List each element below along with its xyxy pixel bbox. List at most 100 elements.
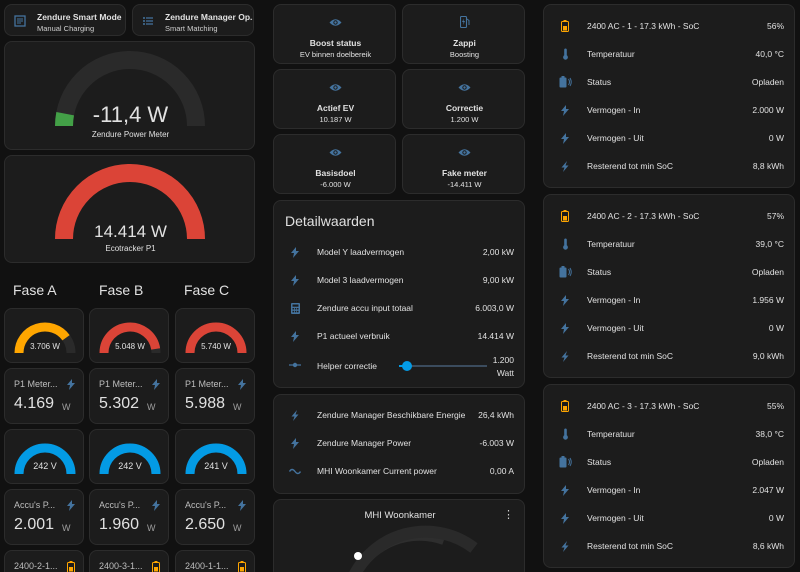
status-tile-actief-ev[interactable]: Actief EV 10.187 W xyxy=(273,69,396,129)
row-label: Helper correctie xyxy=(317,361,377,371)
lightning-icon xyxy=(558,350,572,362)
flash-icon xyxy=(288,330,302,342)
sensor-value: 1.960 xyxy=(99,516,140,533)
battery-soc-row[interactable]: 2400 AC - 1 - 17.3 kWh - SoC 56% xyxy=(544,18,794,34)
battery-mini-card-b[interactable]: 2400-3-1... xyxy=(89,550,169,572)
row-label: Zendure Manager Beschikbare Energie xyxy=(317,410,466,420)
eye-icon xyxy=(274,80,395,94)
entity-row[interactable]: Status Opladen xyxy=(544,454,794,470)
status-tile-basisdoel[interactable]: Basisdoel -6.000 W xyxy=(273,134,396,194)
current-ac-icon xyxy=(288,465,302,477)
gauge-fill xyxy=(99,443,161,475)
voltage-gauge-a[interactable]: 242 V xyxy=(4,429,84,484)
p1-meter-card-a[interactable]: P1 Meter... 4.169 W xyxy=(4,368,84,424)
battery-soc-row[interactable]: 2400 AC - 2 - 17.3 kWh - SoC 57% xyxy=(544,208,794,224)
sensor-value: 4.169 xyxy=(14,395,55,412)
battery-soc-row[interactable]: 2400 AC - 3 - 17.3 kWh - SoC 55% xyxy=(544,398,794,414)
entity-row[interactable]: Model Y laadvermogen 2,00 kW xyxy=(274,244,524,260)
row-label: Temperatuur xyxy=(587,239,635,249)
status-tile-fake-meter[interactable]: Fake meter -14.411 W xyxy=(402,134,525,194)
entity-row[interactable]: P1 actueel verbruik 14.414 W xyxy=(274,328,524,344)
phase-title-a: Fase A xyxy=(13,282,57,298)
row-label: Zendure accu input totaal xyxy=(317,303,413,313)
row-value: 0,00 A xyxy=(489,466,514,476)
detail-card: Detailwaarden Model Y laadvermogen 2,00 … xyxy=(273,200,525,388)
phase-gauge-a[interactable]: 3.706 W xyxy=(4,308,84,363)
slider-thumb[interactable] xyxy=(401,361,412,371)
row-value: Opladen xyxy=(751,457,784,467)
entity-row[interactable]: Model 3 laadvermogen 9,00 kW xyxy=(274,272,524,288)
card-title: MHI Woonkamer xyxy=(364,510,436,521)
mini-gauge xyxy=(99,443,161,475)
voltage-gauge-b[interactable]: 242 V xyxy=(89,429,169,484)
flash-icon xyxy=(558,512,572,524)
row-label: Resterend tot min SoC xyxy=(587,161,673,171)
entity-row[interactable]: Zendure Manager Beschikbare Energie 26,4… xyxy=(274,407,524,423)
battery-icon xyxy=(65,560,77,572)
tile-zendure-manager-operation[interactable]: Zendure Manager Op... Smart Matching xyxy=(132,4,254,36)
status-tile-boost-status[interactable]: Boost status EV binnen doelbereik xyxy=(273,4,396,64)
entity-row[interactable]: Status Opladen xyxy=(544,74,794,90)
battery-mini-card-c[interactable]: 2400-1-1... xyxy=(175,550,255,572)
tile-title: Zappi xyxy=(453,38,476,48)
entity-row[interactable]: Vermogen - Uit 0 W xyxy=(544,510,794,526)
sensor-unit: W xyxy=(233,402,242,412)
row-value: 2.000 W xyxy=(752,105,784,115)
entity-row[interactable]: Vermogen - In 1.956 W xyxy=(544,292,794,308)
phase-gauge-b[interactable]: 5.048 W xyxy=(89,308,169,363)
calculator-icon xyxy=(288,302,302,314)
gauge-value: -11,4 W xyxy=(92,102,169,127)
row-value: 9,0 kWh xyxy=(752,351,784,361)
entity-row[interactable]: MHI Woonkamer Current power 0,00 A xyxy=(274,463,524,479)
entity-row[interactable]: Resterend tot min SoC 8,6 kWh xyxy=(544,538,794,554)
entity-row[interactable]: Vermogen - In 2.047 W xyxy=(544,482,794,498)
battery-mini-card-a[interactable]: 2400-2-1... xyxy=(4,550,84,572)
entity-row[interactable]: Temperatuur 40,0 °C xyxy=(544,46,794,62)
entity-row[interactable]: Temperatuur 39,0 °C xyxy=(544,236,794,252)
gauge-ecotracker xyxy=(55,164,205,240)
climate-card-mhi-woonkamer[interactable]: MHI Woonkamer ⋮ xyxy=(273,499,525,572)
battery-icon xyxy=(558,209,572,223)
entity-row[interactable]: Temperatuur 38,0 °C xyxy=(544,426,794,442)
row-label: Vermogen - Uit xyxy=(587,133,644,143)
thermostat-dial[interactable] xyxy=(274,500,525,572)
gauge-card-power-meter[interactable]: -11,4 W Zendure Power Meter xyxy=(4,41,255,150)
accu-power-card-c[interactable]: Accu's P... 2.650 W xyxy=(175,489,255,545)
more-menu-icon[interactable]: ⋮ xyxy=(503,509,514,521)
gauge-value: 3.706 W xyxy=(30,342,60,351)
row-label: Vermogen - In xyxy=(587,105,641,115)
entity-row[interactable]: Status Opladen xyxy=(544,264,794,280)
row-value: 14.414 W xyxy=(477,331,514,341)
status-tile-zappi[interactable]: Zappi Boosting xyxy=(402,4,525,64)
status-tile-correctie[interactable]: Correctie 1.200 W xyxy=(402,69,525,129)
entity-row[interactable]: Resterend tot min SoC 9,0 kWh xyxy=(544,348,794,364)
gauge-value: 242 V xyxy=(118,461,142,471)
entity-row[interactable]: Zendure accu input totaal 6.003,0 W xyxy=(274,300,524,316)
flash-icon xyxy=(558,484,572,496)
gauge-card-ecotracker[interactable]: 14.414 W Ecotracker P1 xyxy=(4,155,255,263)
entity-row[interactable]: Vermogen - In 2.000 W xyxy=(544,102,794,118)
thermometer-icon xyxy=(558,238,572,250)
lightning-icon xyxy=(288,409,302,421)
thermometer-icon xyxy=(558,428,572,440)
battery-charging-icon xyxy=(558,76,572,88)
tile-subtitle: Manual Charging xyxy=(37,24,95,33)
row-label: Model 3 laadvermogen xyxy=(317,275,404,285)
phase-gauge-c[interactable]: 5.740 W xyxy=(175,308,255,363)
flash-icon xyxy=(288,246,302,258)
entity-row[interactable]: Zendure Manager Power -6.003 W xyxy=(274,435,524,451)
accu-power-card-a[interactable]: Accu's P... 2.001 W xyxy=(4,489,84,545)
p1-meter-card-b[interactable]: P1 Meter... 5.302 W xyxy=(89,368,169,424)
helper-correctie-slider[interactable] xyxy=(399,361,487,371)
row-label: Vermogen - Uit xyxy=(587,513,644,523)
voltage-gauge-c[interactable]: 241 V xyxy=(175,429,255,484)
form-icon xyxy=(13,14,27,28)
entity-row[interactable]: Vermogen - Uit 0 W xyxy=(544,320,794,336)
entity-row[interactable]: Resterend tot min SoC 8,8 kWh xyxy=(544,158,794,174)
entity-row[interactable]: Vermogen - Uit 0 W xyxy=(544,130,794,146)
accu-power-card-b[interactable]: Accu's P... 1.960 W xyxy=(89,489,169,545)
p1-meter-card-c[interactable]: P1 Meter... 5.988 W xyxy=(175,368,255,424)
eye-icon xyxy=(274,15,395,29)
tile-zendure-smart-mode[interactable]: Zendure Smart Mode Manual Charging xyxy=(4,4,126,36)
gauge-fill xyxy=(185,443,247,475)
